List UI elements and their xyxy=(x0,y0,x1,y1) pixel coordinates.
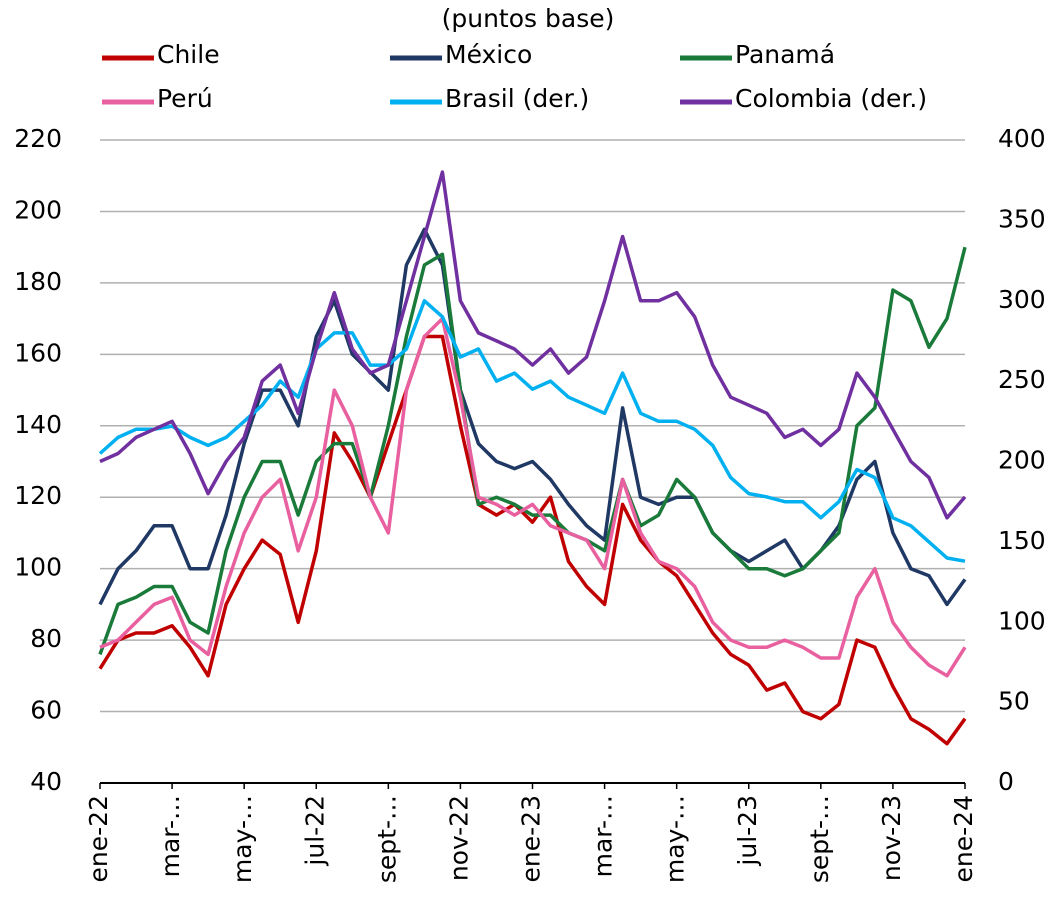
y-tick-label: 60 xyxy=(30,696,62,725)
y2-tick-label: 150 xyxy=(998,526,1046,555)
x-tick-label: may-… xyxy=(661,795,690,883)
y2-tick-label: 100 xyxy=(998,606,1046,635)
x-tick-label: mar-… xyxy=(589,795,618,877)
series-line xyxy=(99,316,967,678)
y-tick-label: 180 xyxy=(14,267,62,296)
y2-tick-label: 50 xyxy=(998,687,1030,716)
x-tick-label: jul-22 xyxy=(300,795,329,867)
y-tick-label: 220 xyxy=(14,124,62,153)
series-line xyxy=(98,227,967,607)
series-line xyxy=(99,170,967,520)
x-tick-label: ene-24 xyxy=(949,795,978,882)
y2-tick-label: 350 xyxy=(998,204,1046,233)
y2-tick-label: 0 xyxy=(998,767,1014,796)
y2-tick-label: 200 xyxy=(998,446,1046,475)
y-tick-label: 80 xyxy=(30,624,62,653)
legend-label: Perú xyxy=(157,84,213,113)
y2-tick-label: 400 xyxy=(998,124,1046,153)
x-tick-label: nov-22 xyxy=(444,795,473,881)
legend-label: Colombia (der.) xyxy=(735,84,927,113)
x-tick-label: ene-22 xyxy=(84,795,113,882)
x-tick-label: jul-23 xyxy=(733,795,762,867)
chart-title: (puntos base) xyxy=(442,4,615,33)
x-tick-label: sept-… xyxy=(372,795,401,883)
y-tick-label: 200 xyxy=(14,195,62,224)
x-tick-label: mar-… xyxy=(156,795,185,877)
x-tick-label: sept-… xyxy=(805,795,834,883)
x-tick-label: nov-23 xyxy=(877,795,906,881)
y2-tick-label: 300 xyxy=(998,285,1046,314)
y-tick-label: 40 xyxy=(30,767,62,796)
x-tick-label: may-… xyxy=(228,795,257,883)
y2-tick-label: 250 xyxy=(998,365,1046,394)
legend-label: México xyxy=(445,40,532,69)
x-tick-label: ene-23 xyxy=(517,795,546,882)
legend-label: Panamá xyxy=(735,40,835,69)
legend-label: Brasil (der.) xyxy=(445,84,589,113)
series-line xyxy=(98,246,967,655)
y-tick-label: 100 xyxy=(14,553,62,582)
series-line xyxy=(98,299,966,563)
y-tick-label: 160 xyxy=(14,338,62,367)
y-tick-label: 120 xyxy=(14,481,62,510)
y-tick-label: 140 xyxy=(14,410,62,439)
legend-label: Chile xyxy=(157,40,220,69)
series-line xyxy=(98,334,967,746)
